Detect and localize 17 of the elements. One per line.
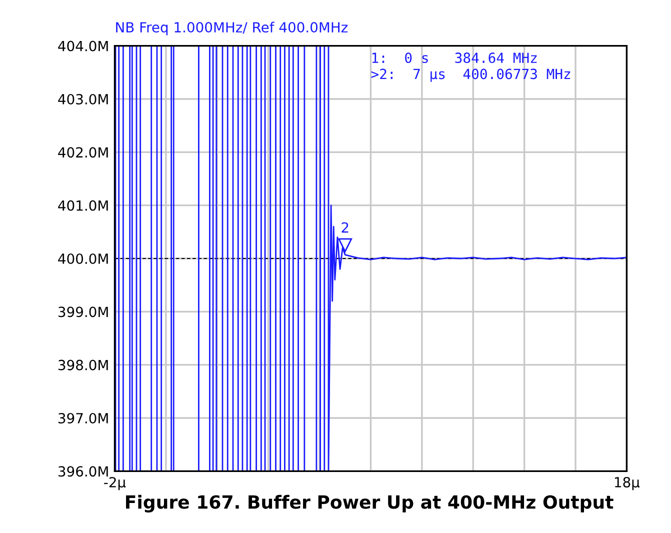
chart-title: NB Freq 1.000MHz/ Ref 400.0MHz [116,22,348,36]
y-tick-label: 397.0M [58,412,108,424]
y-tick-label: 404.0M [58,40,108,52]
annotation: 2 [342,222,348,233]
y-tick-label: 403.0M [58,94,108,104]
y-tick-label: 399.0M [58,306,108,318]
y-tick-label: 402.0M [58,147,108,158]
y-tick-label: 401.0M [58,200,108,211]
y-tick-label: 398.0M [58,360,108,370]
annotation: 1: 0 s 384.64 MHz [372,52,537,64]
x-tick-label: -2μ [104,476,126,490]
y-tick-label: 396.0M [58,466,108,477]
annotation: >2: 7 μs 400.06773 MHz [371,68,570,82]
x-tick-label: 18μ [614,476,640,490]
y-tick-label: 400.0M [58,253,108,264]
caption: Figure 167. Buffer Power Up at 400-MHz Output [126,494,614,512]
line-series [114,46,627,472]
